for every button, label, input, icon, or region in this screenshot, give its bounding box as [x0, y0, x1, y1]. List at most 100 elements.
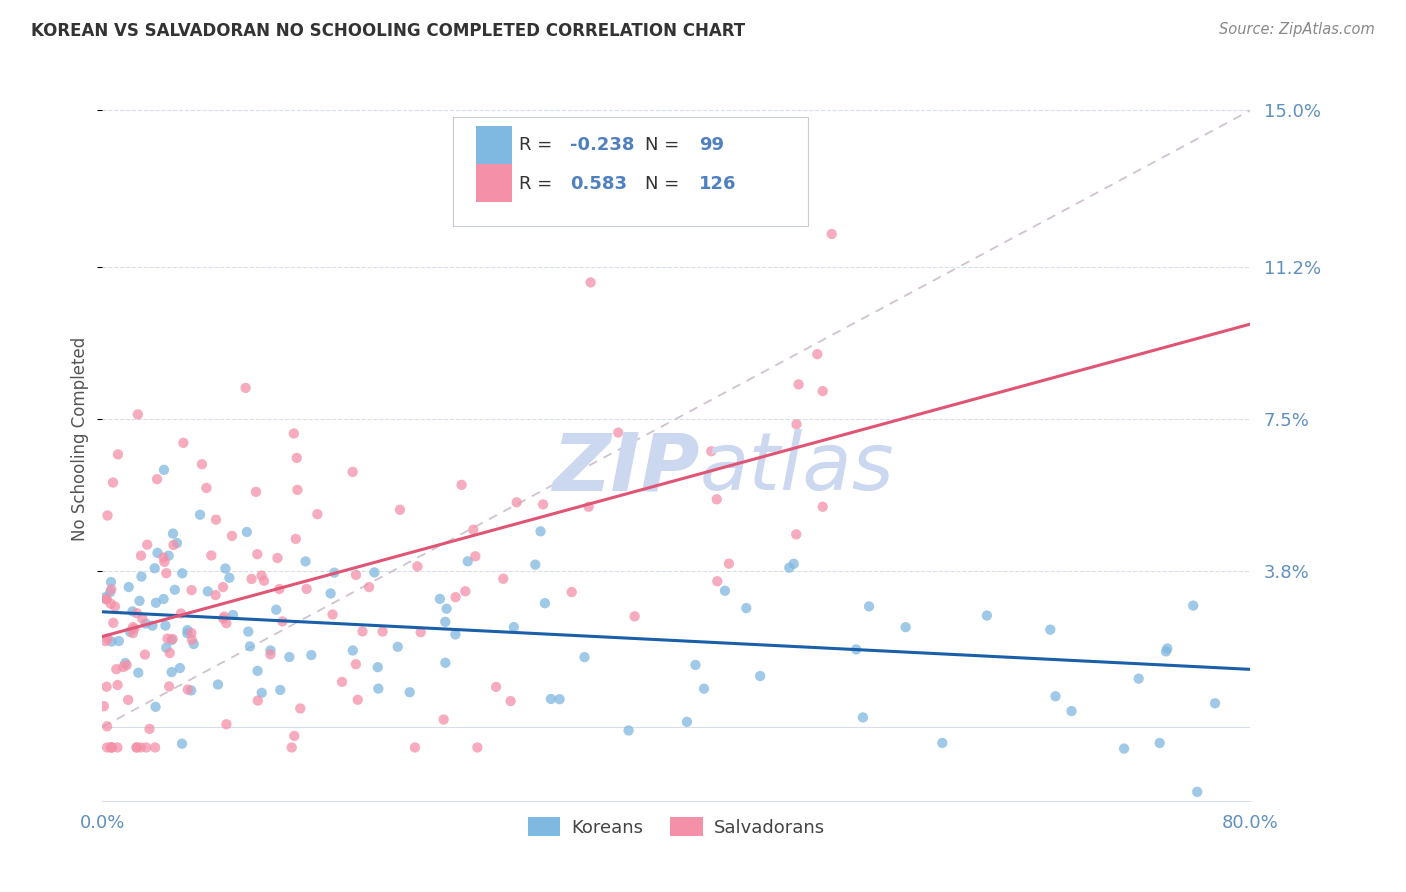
Point — [283, 729, 305, 743]
Point — [778, 560, 800, 574]
Point — [717, 557, 740, 571]
Point — [429, 591, 451, 606]
Point — [160, 665, 183, 679]
Point — [1045, 690, 1067, 704]
Point — [561, 585, 583, 599]
Point — [579, 276, 602, 290]
Point — [290, 701, 312, 715]
Point — [131, 569, 153, 583]
Point — [114, 656, 136, 670]
Point — [676, 714, 699, 729]
Point — [112, 660, 135, 674]
Point — [97, 632, 120, 646]
Point — [107, 447, 129, 461]
Point — [1039, 623, 1062, 637]
Point — [107, 740, 129, 755]
Point — [700, 444, 723, 458]
Point — [485, 680, 508, 694]
Point — [191, 457, 214, 471]
Point — [98, 585, 121, 599]
Point — [246, 547, 269, 561]
Point — [387, 640, 409, 654]
Point — [100, 740, 122, 755]
Point — [578, 500, 600, 514]
Point — [163, 582, 186, 597]
Point — [160, 633, 183, 648]
Point — [127, 408, 149, 422]
Point — [269, 682, 291, 697]
Point — [222, 607, 245, 622]
Point — [104, 599, 127, 614]
Point — [693, 681, 716, 696]
Point — [359, 580, 381, 594]
Text: 0.583: 0.583 — [569, 175, 627, 193]
Point — [811, 500, 834, 514]
Point — [215, 616, 238, 631]
Point — [534, 596, 557, 610]
Point — [266, 551, 288, 566]
Point — [129, 740, 152, 755]
Point — [162, 526, 184, 541]
Point — [531, 497, 554, 511]
Point — [1154, 644, 1177, 658]
Point — [218, 571, 240, 585]
Point — [548, 692, 571, 706]
Point — [100, 634, 122, 648]
Point — [540, 692, 562, 706]
Point — [434, 615, 457, 629]
Point — [787, 377, 810, 392]
Point — [406, 559, 429, 574]
Point — [200, 549, 222, 563]
Point — [238, 624, 260, 639]
Point — [404, 740, 426, 755]
Point — [117, 693, 139, 707]
Text: N =: N = — [645, 175, 685, 193]
Point — [852, 710, 875, 724]
Point — [250, 686, 273, 700]
Point — [287, 483, 309, 497]
Point — [502, 620, 524, 634]
Point — [806, 347, 828, 361]
Point — [617, 723, 640, 738]
Point — [463, 523, 485, 537]
Point — [436, 601, 458, 615]
Point — [101, 740, 124, 755]
Point — [205, 513, 228, 527]
Point — [131, 612, 153, 626]
Point — [322, 607, 344, 622]
Point — [143, 561, 166, 575]
Point — [214, 561, 236, 575]
Text: atlas: atlas — [699, 429, 894, 508]
Point — [100, 575, 122, 590]
Point — [169, 661, 191, 675]
Point — [152, 592, 174, 607]
Point — [467, 740, 489, 755]
Point — [162, 538, 184, 552]
Point — [176, 623, 198, 637]
Point — [363, 566, 385, 580]
Point — [128, 594, 150, 608]
Point — [1187, 785, 1209, 799]
FancyBboxPatch shape — [475, 126, 512, 163]
Point — [239, 640, 262, 654]
Point — [197, 584, 219, 599]
Point — [96, 719, 118, 733]
Point — [235, 381, 257, 395]
Point — [236, 524, 259, 539]
Point — [96, 592, 118, 607]
Point — [96, 680, 118, 694]
Point — [204, 588, 226, 602]
Point — [285, 450, 308, 465]
Point — [346, 692, 368, 706]
Point — [444, 590, 467, 604]
Y-axis label: No Schooling Completed: No Schooling Completed — [72, 337, 89, 541]
Point — [195, 481, 218, 495]
Point — [127, 665, 149, 680]
Point — [245, 484, 267, 499]
Point — [706, 492, 728, 507]
Point — [125, 606, 148, 620]
Point — [170, 737, 193, 751]
Point — [706, 574, 728, 589]
Point — [299, 648, 322, 662]
Point — [118, 624, 141, 639]
